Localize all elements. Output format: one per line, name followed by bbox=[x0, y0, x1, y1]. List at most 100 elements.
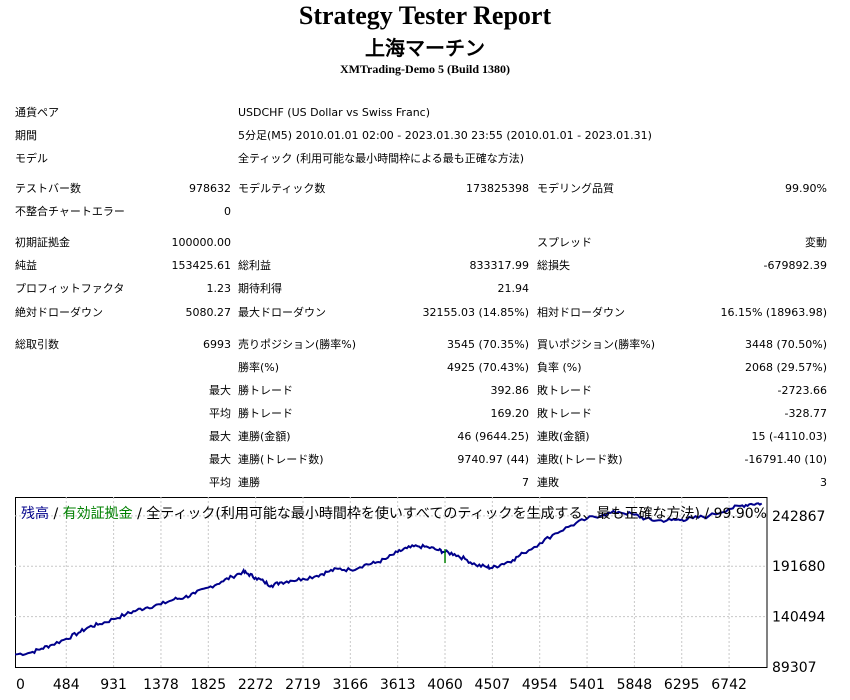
period-label: 期間 bbox=[15, 129, 37, 142]
absolute-drawdown-value: 5080.27 bbox=[185, 306, 232, 319]
average-profit-value: 169.20 bbox=[490, 407, 530, 420]
chart-x-tick-label: 1378 bbox=[143, 677, 179, 693]
profit-trades-label: 勝率(%) bbox=[238, 361, 280, 374]
balance-line bbox=[14, 502, 763, 657]
average-loss-label: 敗トレード bbox=[537, 407, 592, 420]
chart-x-tick-label: 4060 bbox=[427, 677, 463, 693]
largest-profit-label: 勝トレード bbox=[238, 384, 293, 397]
largest-loss-value: -2723.66 bbox=[777, 384, 827, 397]
chart-header: 残高 / 有効証拠金 / 全ティック(利用可能な最小時間枠を使いすべてのティック… bbox=[21, 503, 767, 523]
model-label: モデル bbox=[15, 152, 48, 165]
average-profit-label: 勝トレード bbox=[238, 407, 293, 420]
maximal-drawdown-value: 32155.03 (14.85%) bbox=[422, 306, 529, 319]
loss-trades-label: 負率 (%) bbox=[537, 361, 582, 374]
chart-x-tick-label: 931 bbox=[100, 677, 127, 693]
profit-factor-value: 1.23 bbox=[206, 282, 232, 295]
long-positions-value: 3448 (70.50%) bbox=[744, 338, 827, 351]
ea-name: 上海マーチン bbox=[365, 36, 485, 60]
consecutive-profit-value: 9740.97 (44) bbox=[457, 453, 529, 466]
chart-x-tick-label: 5401 bbox=[569, 677, 605, 693]
long-positions-label: 買いポジション(勝率%) bbox=[537, 338, 656, 351]
relative-drawdown-value: 16.15% (18963.98) bbox=[720, 306, 827, 319]
chart-y-tick-label: 89307 bbox=[772, 660, 817, 676]
avg-consecutive-losses-value: 3 bbox=[820, 476, 827, 489]
gross-loss-label: 総損失 bbox=[537, 259, 570, 272]
chart-x-tick-label: 484 bbox=[53, 677, 80, 693]
consecutive-losses-value: 15 (-4110.03) bbox=[751, 430, 827, 443]
chart-header-sep1: / bbox=[49, 506, 63, 522]
profit-trades-value: 4925 (70.43%) bbox=[446, 361, 529, 374]
chart-header-quality: 99.90% bbox=[713, 506, 767, 522]
symbol-label: 通貨ペア bbox=[15, 106, 59, 119]
server-build: XMTrading-Demo 5 (Build 1380) bbox=[339, 62, 511, 76]
largest-loss-label: 敗トレード bbox=[537, 384, 592, 397]
maximal-drawdown-label: 最大ドローダウン bbox=[238, 306, 326, 319]
expected-payoff-value: 21.94 bbox=[497, 282, 530, 295]
chart-x-tick-label: 3166 bbox=[333, 677, 369, 693]
avg-prefix: 平均 bbox=[209, 407, 231, 420]
model-value: 全ティック (利用可能な最小時間枠による最も正確な方法) bbox=[238, 152, 525, 165]
report-title: Strategy Tester Report bbox=[298, 1, 552, 30]
largest-profit-value: 392.86 bbox=[490, 384, 530, 397]
total-trades-value: 6993 bbox=[203, 338, 231, 351]
quality-value: 99.90% bbox=[785, 182, 827, 195]
chart-x-tick-label: 4954 bbox=[522, 677, 558, 693]
chart-x-tick-label: 3613 bbox=[380, 677, 416, 693]
quality-label: モデリング品質 bbox=[537, 182, 614, 195]
gross-profit-label: 総利益 bbox=[238, 259, 271, 272]
chart-plot-border bbox=[15, 497, 768, 668]
max-prefix-2: 最大 bbox=[209, 430, 231, 443]
short-positions-value: 3545 (70.35%) bbox=[446, 338, 529, 351]
bars-value: 978632 bbox=[189, 182, 231, 195]
chart-x-tick-label: 4507 bbox=[475, 677, 511, 693]
gross-profit-value: 833317.99 bbox=[469, 259, 530, 272]
consecutive-losses-label: 連敗(金額) bbox=[537, 430, 590, 443]
gross-loss-value: -679892.39 bbox=[763, 259, 827, 272]
balance-chart: 242867 191680 140494 89307 0 484 931 1378 1825 22… bbox=[14, 497, 850, 696]
chart-x-tick-label: 1825 bbox=[190, 677, 226, 693]
chart-y-tick-label: 191680 bbox=[772, 559, 825, 575]
net-profit-value: 153425.61 bbox=[171, 259, 232, 272]
avg-prefix-2: 平均 bbox=[209, 476, 231, 489]
ticks-label: モデルティック数 bbox=[238, 182, 326, 195]
deposit-label: 初期証拠金 bbox=[15, 236, 70, 249]
chart-header-sep3: / bbox=[699, 506, 714, 522]
net-profit-label: 純益 bbox=[15, 259, 37, 272]
short-positions-label: 売りポジション(勝率%) bbox=[238, 338, 357, 351]
total-trades-label: 総取引数 bbox=[15, 338, 59, 351]
symbol-value: USDCHF (US Dollar vs Swiss Franc) bbox=[238, 106, 431, 119]
expected-payoff-label: 期待利得 bbox=[238, 282, 282, 295]
deposit-value: 100000.00 bbox=[171, 236, 232, 249]
period-value: 5分足(M5) 2010.01.01 02:00 - 2023.01.30 23… bbox=[238, 129, 652, 142]
errors-label: 不整合チャートエラー bbox=[15, 205, 125, 218]
profit-factor-label: プロフィットファクタ bbox=[15, 282, 125, 295]
consecutive-loss-value: -16791.40 (10) bbox=[744, 453, 827, 466]
ticks-value: 173825398 bbox=[466, 182, 529, 195]
chart-x-tick-label: 2272 bbox=[238, 677, 274, 693]
max-prefix-3: 最大 bbox=[209, 453, 231, 466]
consecutive-loss-label: 連敗(トレード数) bbox=[537, 453, 623, 466]
chart-x-tick-label: 2719 bbox=[285, 677, 321, 693]
balance-chart-svg: 242867 191680 140494 89307 0 484 931 1378 1825 22… bbox=[14, 497, 826, 693]
chart-header-equity: 有効証拠金 bbox=[62, 506, 133, 522]
chart-y-tick-label: 242867 bbox=[772, 509, 825, 525]
absolute-drawdown-label: 絶対ドローダウン bbox=[15, 306, 103, 319]
spread-label: スプレッド bbox=[537, 236, 592, 249]
bars-label: テストバー数 bbox=[15, 182, 81, 195]
consecutive-profit-label: 連勝(トレード数) bbox=[238, 453, 324, 466]
avg-consecutive-wins-value: 7 bbox=[522, 476, 529, 489]
chart-x-tick-label: 6742 bbox=[711, 677, 747, 693]
errors-value: 0 bbox=[224, 205, 231, 218]
relative-drawdown-label: 相対ドローダウン bbox=[537, 306, 625, 319]
spread-value: 変動 bbox=[805, 236, 827, 249]
chart-y-tick-label: 140494 bbox=[772, 610, 826, 626]
chart-x-tick-label: 0 bbox=[16, 677, 25, 693]
max-prefix: 最大 bbox=[209, 384, 231, 397]
consecutive-wins-label: 連勝(金額) bbox=[238, 430, 291, 443]
chart-x-tick-label: 5848 bbox=[617, 677, 653, 693]
avg-consecutive-wins-label: 連勝 bbox=[238, 476, 260, 489]
chart-x-tick-label: 6295 bbox=[664, 677, 700, 693]
chart-header-balance: 残高 bbox=[21, 506, 49, 522]
average-loss-value: -328.77 bbox=[784, 407, 827, 420]
loss-trades-value: 2068 (29.57%) bbox=[744, 361, 827, 374]
